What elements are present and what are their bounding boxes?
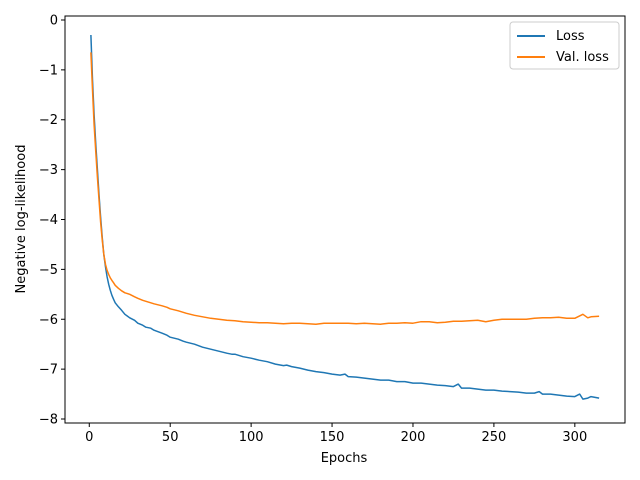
legend-label-loss: Loss (556, 29, 585, 44)
x-tick-label: 50 (162, 430, 179, 445)
x-axis-label: Epochs (321, 451, 368, 466)
x-tick-label: 0 (85, 430, 93, 445)
legend-label-val-loss: Val. loss (556, 50, 609, 65)
y-tick-label: −7 (39, 363, 58, 378)
x-tick-label: 150 (320, 430, 345, 445)
legend: Loss Val. loss (509, 21, 620, 70)
y-tick-label: −5 (39, 263, 58, 278)
y-tick-label: −1 (39, 63, 58, 78)
series-line-loss (90, 34, 600, 400)
series-line-val-loss (90, 52, 600, 325)
x-tick-label: 100 (239, 430, 264, 445)
y-axis-label: Negative log-likelihood (14, 145, 29, 294)
x-tick-label: 250 (481, 430, 506, 445)
x-tick-label: 200 (401, 430, 426, 445)
y-tick-label: −6 (39, 313, 58, 328)
y-tick-label: 0 (50, 13, 58, 28)
series-layer (90, 34, 600, 400)
y-tick-label: −4 (39, 213, 58, 228)
tick-layer: 0 50 100 150 200 250 300 0 −1 −2 −3 −4 −5 −6 −7 −8 (39, 13, 587, 445)
y-tick-label: −8 (39, 413, 58, 428)
y-tick-label: −2 (39, 113, 58, 128)
y-tick-label: −3 (39, 163, 58, 178)
x-tick-label: 300 (562, 430, 587, 445)
